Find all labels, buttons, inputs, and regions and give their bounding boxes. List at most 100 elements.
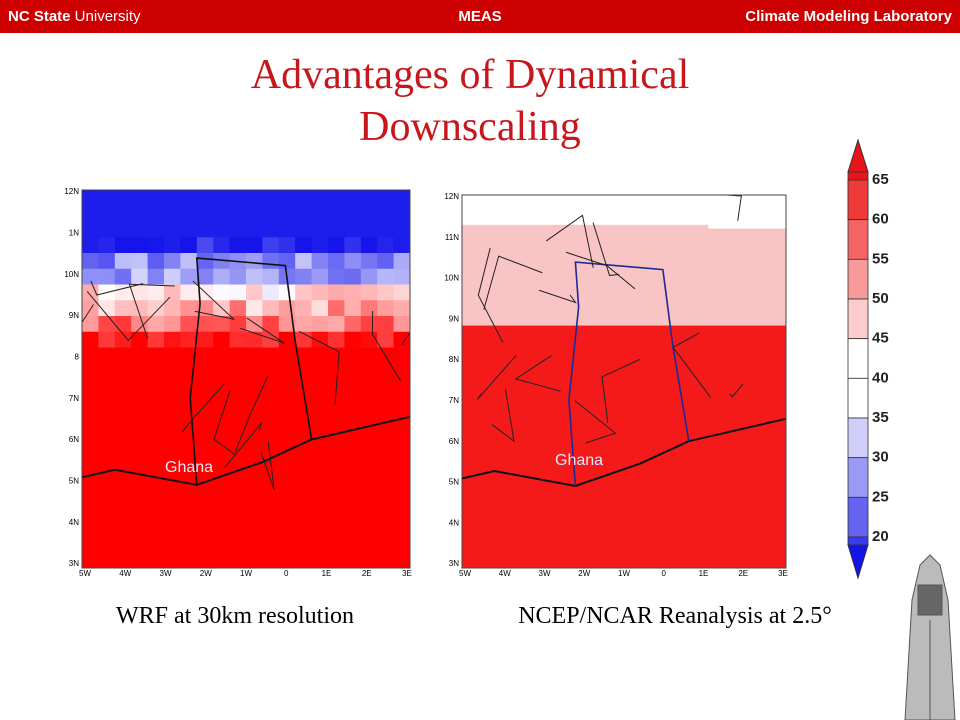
map-cell [360, 442, 378, 459]
map-cell [98, 268, 116, 285]
map-cell [98, 205, 116, 222]
map-cell [393, 552, 411, 569]
map-cell [164, 552, 181, 569]
map-cell [311, 489, 329, 506]
map-cell [114, 300, 132, 317]
map-band [708, 195, 786, 229]
map-cell [98, 316, 116, 333]
map-cell [196, 268, 214, 285]
map-cell [196, 536, 214, 553]
map-cell [328, 505, 345, 522]
map-cell [377, 268, 395, 285]
map-cell [213, 457, 231, 474]
map-cell [164, 363, 181, 380]
map-cell [246, 347, 263, 364]
map-cell [278, 473, 296, 490]
map-cell [213, 442, 231, 459]
map-cell [295, 536, 313, 553]
map-cell [180, 190, 198, 207]
map-cell [360, 205, 378, 222]
border [476, 354, 517, 400]
map-cell [147, 505, 165, 522]
border [240, 317, 285, 344]
map-cell [246, 394, 263, 411]
map-cell [213, 190, 231, 207]
map-cell [377, 426, 395, 443]
border [234, 375, 269, 453]
map-cell [147, 442, 165, 459]
map-cell [295, 237, 313, 254]
map-cell [147, 253, 165, 270]
map-cell [344, 379, 362, 396]
map-cell [180, 394, 198, 411]
map-cell [229, 473, 247, 490]
map-cell [82, 489, 99, 506]
map-cell [328, 331, 345, 348]
lat-tick: 12N [444, 192, 459, 201]
map-cell [180, 473, 198, 490]
map-cell [180, 316, 198, 333]
map [461, 194, 787, 569]
map-cell [295, 300, 313, 317]
map-cell [377, 489, 395, 506]
map-cell [246, 268, 263, 285]
map-cell [131, 268, 149, 285]
map-cell [147, 410, 165, 427]
map-cell [98, 347, 116, 364]
map-cell [246, 316, 263, 333]
map-cell [278, 536, 296, 553]
map-frame [461, 194, 787, 569]
map-cell [164, 190, 181, 207]
map-cell [311, 268, 329, 285]
colorbar-segment [847, 457, 869, 498]
map-cell [344, 410, 362, 427]
map-cell [393, 442, 411, 459]
map-cell [295, 253, 313, 270]
map-cell [311, 379, 329, 396]
lat-tick: 5N [449, 478, 459, 487]
map-cell [213, 363, 231, 380]
coastline [461, 417, 787, 487]
border [224, 422, 263, 469]
map-cell [98, 473, 116, 490]
map-cell [114, 442, 132, 459]
border [298, 331, 340, 405]
map-cell [114, 552, 132, 569]
map-cell [213, 410, 231, 427]
map-cell [114, 284, 132, 301]
map-cell [278, 489, 296, 506]
map-cell [295, 426, 313, 443]
map-cell [344, 363, 362, 380]
lat-tick: 12N [64, 187, 79, 196]
map-cell [229, 552, 247, 569]
map-cell [213, 552, 231, 569]
map-cell [344, 394, 362, 411]
map-cell [164, 457, 181, 474]
map-cell [164, 394, 181, 411]
map-cell [344, 331, 362, 348]
map-cell [328, 552, 345, 569]
map-cell [295, 457, 313, 474]
map-cell [131, 442, 149, 459]
map-cell [246, 489, 263, 506]
map-cell [180, 331, 198, 348]
map-cell [328, 347, 345, 364]
map-cell [164, 347, 181, 364]
map-cell [377, 520, 395, 537]
map-cell [82, 410, 99, 427]
map-cell [196, 520, 214, 537]
map-cell [328, 190, 345, 207]
map-cell [246, 379, 263, 396]
map-cell [164, 316, 181, 333]
map-cell [246, 473, 263, 490]
border [565, 251, 636, 290]
header-right: Climate Modeling Laboratory [745, 8, 952, 25]
map-cell [82, 237, 99, 254]
map-cell [311, 442, 329, 459]
map-cell [328, 268, 345, 285]
map-cell [213, 394, 231, 411]
colorbar-tick: 45 [872, 330, 889, 347]
map-cell [393, 505, 411, 522]
